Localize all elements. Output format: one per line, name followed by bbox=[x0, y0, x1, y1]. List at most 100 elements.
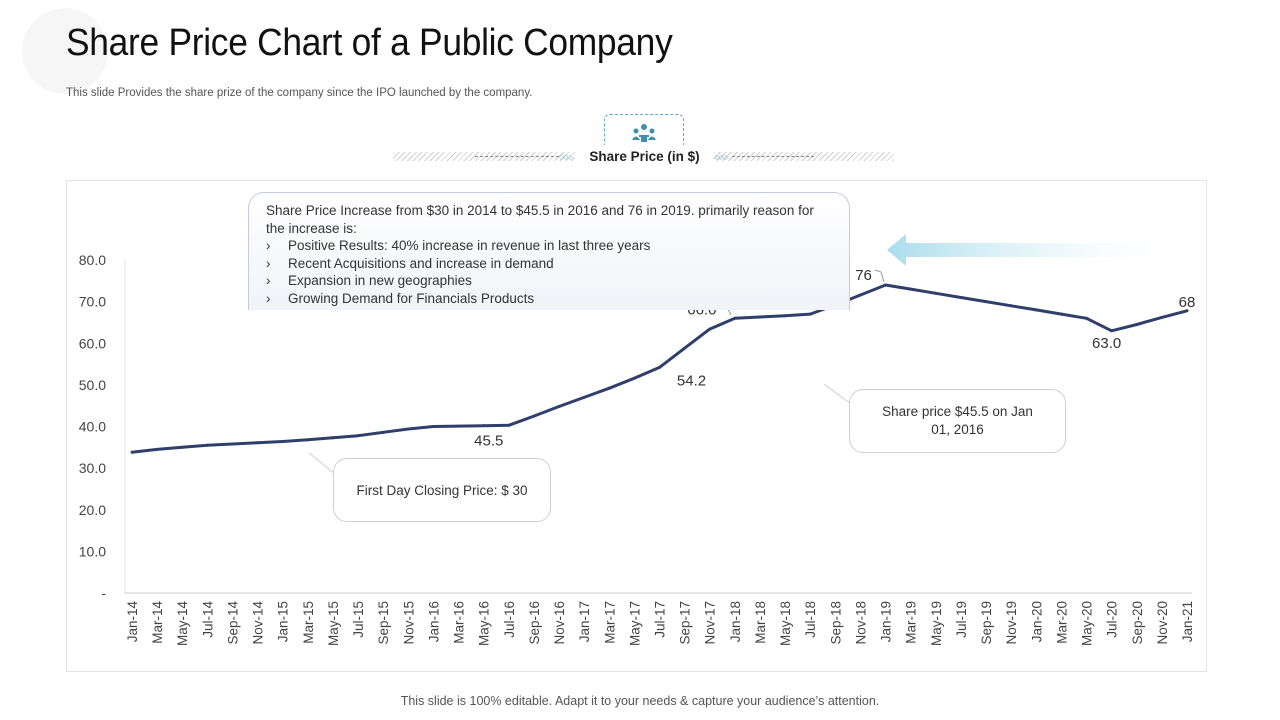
x-tick-label: May-19 bbox=[929, 601, 944, 646]
data-point bbox=[658, 365, 661, 369]
callout-share-2016: Share price $45.5 on Jan 01, 2016 bbox=[849, 389, 1066, 453]
header-dots-right-icon: ○○○ bbox=[714, 152, 728, 162]
x-tick-label: May-14 bbox=[175, 601, 190, 647]
data-point bbox=[1135, 323, 1139, 327]
data-label-leader bbox=[874, 269, 885, 283]
data-point bbox=[1085, 316, 1089, 320]
info-box-intro: Share Price Increase from $30 in 2014 to… bbox=[266, 203, 814, 236]
data-point bbox=[1034, 308, 1038, 312]
data-point bbox=[331, 436, 335, 440]
data-point bbox=[582, 395, 586, 399]
x-tick-label: Mar-15 bbox=[301, 601, 316, 644]
x-tick-label: Sep-18 bbox=[828, 601, 843, 645]
y-tick-label: 30.0 bbox=[79, 460, 106, 476]
x-tick-label: Nov-14 bbox=[251, 601, 266, 645]
chart-frame bbox=[66, 180, 1207, 672]
data-point bbox=[381, 430, 385, 434]
callout-first-day-text: First Day Closing Price: $ 30 bbox=[356, 482, 528, 498]
data-point bbox=[607, 386, 611, 390]
info-point: Growing Demand for Financials Products bbox=[266, 290, 833, 308]
x-tick-label: Jan-17 bbox=[577, 601, 592, 642]
y-tick-label: 20.0 bbox=[79, 502, 106, 518]
header-dots-left-icon: ○○○ bbox=[559, 152, 573, 162]
data-point bbox=[306, 438, 310, 442]
data-point bbox=[909, 287, 913, 291]
data-point bbox=[1110, 329, 1114, 333]
data-point bbox=[708, 327, 712, 331]
data-point bbox=[130, 450, 134, 454]
data-point bbox=[1185, 309, 1189, 313]
x-tick-label: Sep-19 bbox=[979, 601, 994, 645]
x-tick-label: Jan-21 bbox=[1180, 601, 1195, 642]
x-tick-label: May-16 bbox=[477, 601, 492, 646]
data-point bbox=[507, 423, 511, 427]
decorative-circle bbox=[22, 8, 108, 94]
data-point bbox=[858, 293, 862, 297]
x-tick-label: Nov-17 bbox=[703, 601, 718, 645]
data-point bbox=[557, 405, 561, 409]
data-point bbox=[884, 283, 888, 287]
data-point bbox=[532, 414, 536, 418]
y-tick-label: 10.0 bbox=[79, 543, 106, 559]
x-tick-label: Jul-14 bbox=[200, 601, 215, 638]
meeting-people-icon bbox=[632, 124, 656, 142]
data-point bbox=[959, 295, 963, 299]
info-box-list: Positive Results: 40% increase in revenu… bbox=[266, 237, 833, 307]
data-point bbox=[758, 315, 762, 319]
x-tick-label: Nov-20 bbox=[1155, 601, 1170, 645]
y-tick-label: 80.0 bbox=[79, 252, 106, 268]
y-tick-label: 50.0 bbox=[79, 377, 106, 393]
callout-first-day: First Day Closing Price: $ 30 bbox=[333, 458, 551, 522]
data-point bbox=[431, 425, 435, 428]
x-tick-label: Jul-20 bbox=[1105, 601, 1120, 638]
header-dash-left bbox=[475, 156, 559, 157]
x-tick-label: Sep-20 bbox=[1130, 601, 1145, 645]
data-point bbox=[482, 424, 486, 428]
info-point: Expansion in new geographies bbox=[266, 272, 833, 290]
data-point bbox=[256, 441, 260, 445]
info-box: Share Price Increase from $30 in 2014 to… bbox=[248, 192, 850, 310]
info-point: Positive Results: 40% increase in revenu… bbox=[266, 237, 833, 255]
x-tick-label: Nov-19 bbox=[1004, 601, 1019, 645]
x-tick-label: May-18 bbox=[778, 601, 793, 646]
data-point bbox=[356, 434, 360, 438]
data-label: 68 bbox=[1179, 294, 1196, 311]
highlight-arrow-icon bbox=[887, 234, 1195, 266]
x-tick-label: Jan-15 bbox=[276, 601, 291, 642]
x-tick-label: May-15 bbox=[326, 601, 341, 646]
x-tick-label: Sep-15 bbox=[376, 601, 391, 645]
data-point bbox=[281, 439, 285, 443]
x-tick-label: May-20 bbox=[1080, 601, 1095, 646]
legend-title: Share Price (in $) bbox=[575, 149, 714, 164]
data-point bbox=[783, 314, 787, 318]
x-tick-label: Mar-20 bbox=[1054, 601, 1069, 644]
y-tick-label: 60.0 bbox=[79, 335, 106, 351]
data-point bbox=[457, 424, 461, 428]
info-point: Recent Acquisitions and increase in dema… bbox=[266, 255, 833, 273]
data-label: 63.0 bbox=[1092, 335, 1121, 352]
x-axis: Jan-14 Mar-14 May-14 Jul-14 Sep-14 Nov-14 Jan-… bbox=[125, 592, 1195, 647]
x-tick-label: Mar-19 bbox=[904, 601, 919, 644]
y-tick-label: 40.0 bbox=[79, 419, 106, 435]
icon-tab bbox=[604, 114, 684, 145]
x-tick-label: Nov-16 bbox=[552, 601, 567, 645]
data-point bbox=[180, 445, 184, 449]
page-title: Share Price Chart of a Public Company bbox=[66, 22, 673, 64]
x-tick-label: May-17 bbox=[627, 601, 642, 646]
y-tick-label: - bbox=[101, 585, 106, 601]
data-label: 54.2 bbox=[677, 372, 706, 389]
x-tick-label: Mar-18 bbox=[753, 601, 768, 644]
series-group bbox=[130, 283, 1189, 454]
x-tick-label: Sep-17 bbox=[678, 601, 693, 645]
x-tick-label: Jul-16 bbox=[502, 601, 517, 638]
x-tick-label: Jan-20 bbox=[1029, 601, 1044, 642]
x-tick-label: Jan-14 bbox=[125, 601, 140, 643]
x-tick-label: Jul-15 bbox=[351, 601, 366, 638]
x-tick-label: Jul-19 bbox=[954, 601, 969, 638]
y-tick-label: 70.0 bbox=[79, 294, 106, 310]
footer-note: This slide is 100% editable. Adapt it to… bbox=[400, 694, 880, 708]
y-axis: - 10.0 20.0 30.0 40.0 50.0 60.0 70.0 80.0 bbox=[79, 252, 126, 601]
x-tick-label: Mar-16 bbox=[452, 601, 467, 644]
data-point bbox=[733, 316, 737, 320]
